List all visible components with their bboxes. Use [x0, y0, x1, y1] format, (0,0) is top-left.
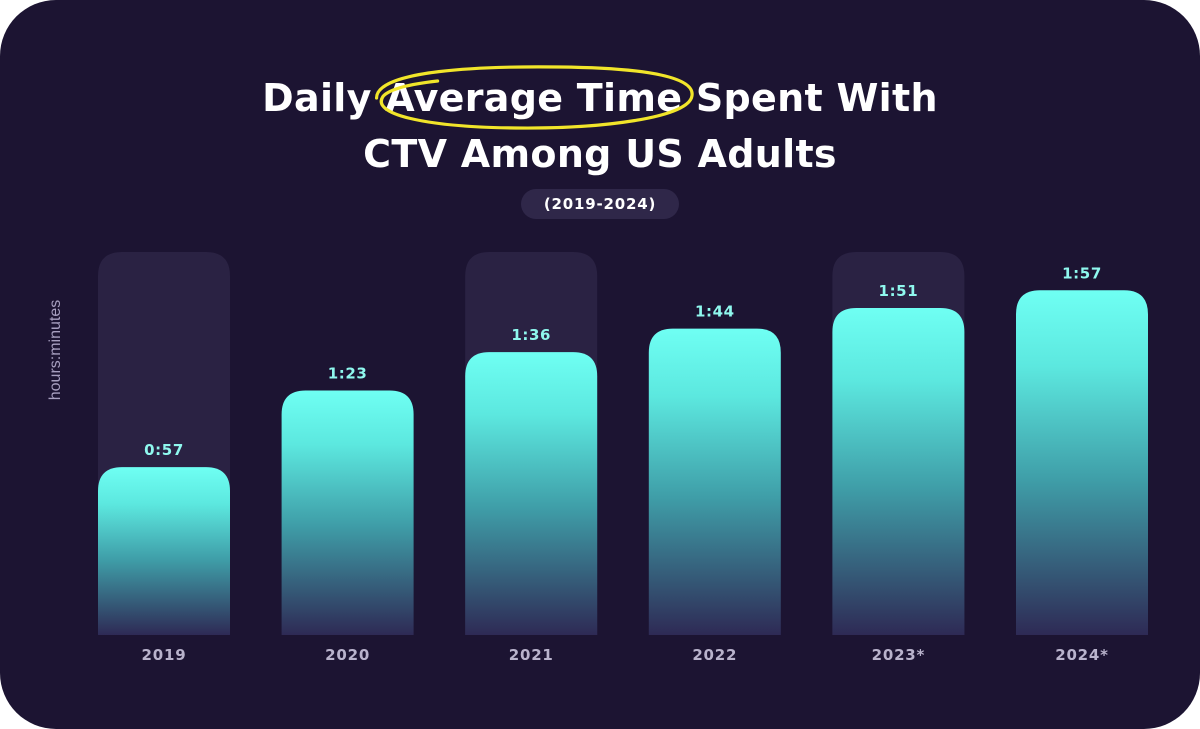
- x-tick-4: 2023*: [872, 646, 926, 664]
- title-line-1: Daily Average Time Spent With: [0, 70, 1200, 126]
- bars: [98, 290, 1148, 635]
- x-tick-1: 2020: [325, 646, 370, 664]
- title-part-before: Daily: [262, 76, 386, 120]
- bar-2024*: [1016, 290, 1148, 635]
- bar-2023*: [832, 307, 965, 635]
- x-tick-3: 2022: [692, 646, 737, 664]
- bar-2022: [648, 328, 781, 635]
- bar-2020: [281, 390, 414, 635]
- x-tick-5: 2024*: [1055, 646, 1109, 664]
- value-label-0: 0:57: [144, 441, 184, 459]
- value-label-2: 1:36: [511, 326, 551, 344]
- x-tick-0: 2019: [142, 646, 187, 664]
- value-labels: 0:57 1:23 1:36 1:44 1:51 1:57: [144, 264, 1102, 459]
- bar-2021: [465, 352, 598, 635]
- chart-title: Daily Average Time Spent With CTV Among …: [0, 70, 1200, 182]
- title-line-2: CTV Among US Adults: [363, 132, 837, 176]
- title-part-after: Spent With: [682, 76, 938, 120]
- bar-2019: [98, 467, 230, 635]
- value-label-3: 1:44: [695, 303, 735, 321]
- x-tick-2: 2021: [509, 646, 554, 664]
- subtitle-badge: (2019-2024): [521, 189, 679, 219]
- x-tick-labels: 2019 2020 2021 2022 2023* 2024*: [142, 646, 1109, 664]
- value-label-1: 1:23: [328, 364, 368, 382]
- value-label-4: 1:51: [879, 282, 919, 300]
- value-label-5: 1:57: [1062, 264, 1102, 282]
